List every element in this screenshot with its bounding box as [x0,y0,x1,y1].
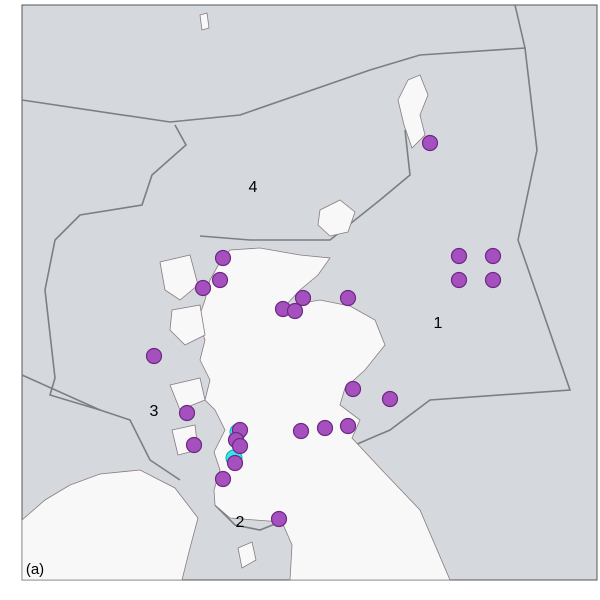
site [292,422,310,440]
site [450,247,468,265]
region-label: 2 [236,514,245,531]
site [484,247,502,265]
site [421,134,439,152]
site [450,271,468,289]
site [178,404,196,422]
shetland [397,74,429,149]
land [21,12,451,581]
hebrides [159,254,199,301]
orkney [317,199,356,237]
site [381,390,399,408]
region-label: 3 [150,403,159,420]
site [286,302,304,320]
site [211,271,229,289]
site [231,437,249,455]
ireland [21,469,199,581]
site [145,347,163,365]
region-label: 4 [249,179,258,196]
fair-isle [199,12,210,31]
panel-label: (a) [26,561,44,578]
site [294,289,312,307]
site [194,279,212,297]
site [214,470,232,488]
site [185,436,203,454]
region-label: 1 [434,315,443,332]
sites [145,134,502,528]
site [339,417,357,435]
site [270,510,288,528]
site [316,419,334,437]
site [226,454,244,472]
site [484,271,502,289]
site [214,249,232,267]
site [339,289,357,307]
skye [169,304,206,346]
isle-of-man [237,541,257,569]
boundaries [21,4,572,531]
mull [169,377,206,411]
site [344,380,362,398]
